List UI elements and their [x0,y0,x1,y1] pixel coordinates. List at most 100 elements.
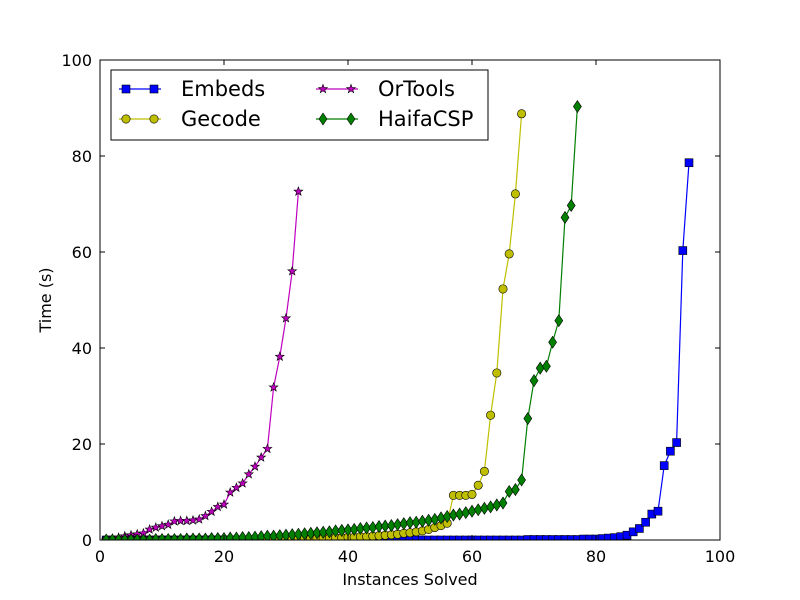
data-point-haifacsp [101,533,111,540]
data-point-haifacsp [145,533,154,540]
data-point-haifacsp [362,521,371,535]
data-point-haifacsp [486,500,495,514]
data-point-haifacsp [269,529,278,540]
legend-marker-ortools [345,83,357,94]
data-point-haifacsp [281,528,291,540]
series-line-embeds [106,162,690,540]
data-point-haifacsp [529,374,539,388]
data-point-haifacsp [213,532,223,540]
data-point-embeds [653,506,663,516]
data-point-embeds [504,535,514,540]
data-point-embeds [418,535,427,540]
data-point-gecode [498,284,508,294]
ticks-layer: 0 20 40 60 80 100 0 20 40 60 80 100 [61,51,735,566]
x-axis-label: Instances Solved [342,570,477,589]
data-point-ortools [287,265,298,276]
data-point-haifacsp [331,524,340,538]
legend-box [110,69,489,141]
data-point-embeds [659,461,669,470]
data-point-gecode [517,109,527,119]
data-point-haifacsp [250,530,260,540]
data-point-haifacsp [182,532,192,540]
data-point-haifacsp [523,412,533,426]
data-point-embeds [455,535,464,540]
data-point-haifacsp [573,100,582,114]
data-point-ortools [150,522,161,532]
data-point-ortools [194,513,205,524]
data-point-haifacsp [108,533,117,540]
data-point-haifacsp [294,527,303,540]
data-point-ortools [187,514,199,525]
series-gecode [101,109,527,540]
data-point-haifacsp [566,198,576,212]
data-point-embeds [672,438,681,447]
data-point-embeds [430,535,440,540]
data-point-haifacsp [312,526,322,540]
data-point-haifacsp [380,519,390,533]
data-point-embeds [486,535,495,540]
data-point-ortools [200,510,211,521]
data-point-ortools [181,515,192,526]
data-point-ortools [231,482,242,493]
data-point-haifacsp [163,532,173,540]
data-point-haifacsp [511,483,520,497]
data-point-haifacsp [554,314,564,328]
data-point-embeds [492,535,502,540]
data-point-embeds [635,524,644,533]
legend-marker-gecode [121,114,131,124]
y-tick-label: 20 [72,435,92,454]
data-point-embeds [449,535,458,540]
data-point-embeds [666,446,675,456]
data-point-haifacsp [157,532,167,540]
y-tick-label: 100 [61,51,92,70]
data-point-embeds [511,535,520,540]
data-point-embeds [517,535,526,540]
x-tick-label: 60 [462,547,482,566]
data-point-embeds [678,246,688,255]
data-point-haifacsp [517,473,526,487]
data-point-haifacsp [337,523,347,537]
legend-label-ortools: OrTools [378,77,455,101]
data-point-haifacsp [542,359,551,373]
legend-label-embeds: Embeds [181,77,265,101]
series-haifacsp [101,100,582,540]
data-point-ortools [280,312,292,323]
data-point-embeds [480,535,489,540]
legend-item-embeds: Embeds [119,77,265,101]
data-point-ortools [293,186,304,196]
data-point-gecode [492,368,502,378]
data-point-haifacsp [318,525,328,539]
data-point-embeds [461,535,471,540]
data-point-haifacsp [244,531,254,540]
data-point-ortools [249,461,261,471]
data-point-ortools [144,523,155,534]
data-point-ortools [212,501,223,512]
data-point-ortools [262,443,273,454]
data-point-haifacsp [139,533,148,540]
data-point-haifacsp [126,533,136,540]
data-point-embeds [442,535,452,540]
data-point-ortools [156,520,168,531]
legend-label-gecode: Gecode [181,107,261,131]
data-point-ortools [268,381,279,392]
series-line-gecode [106,113,523,540]
y-tick-label: 0 [82,531,92,550]
data-point-ortools [237,477,248,488]
data-point-gecode [473,480,483,490]
data-point-embeds [498,535,508,540]
data-point-gecode [486,410,496,420]
data-point-haifacsp [120,533,130,540]
data-point-ortools [274,351,285,362]
data-point-gecode [510,189,520,199]
data-point-haifacsp [207,532,216,540]
plot-frame [99,59,721,541]
data-point-ortools [256,451,267,462]
data-point-ortools [225,487,236,497]
data-point-haifacsp [201,532,210,540]
legend-marker-haifacsp [346,112,356,126]
data-point-haifacsp [287,528,297,540]
data-point-haifacsp [535,361,545,375]
data-point-haifacsp [114,533,123,540]
data-point-embeds [641,517,650,527]
